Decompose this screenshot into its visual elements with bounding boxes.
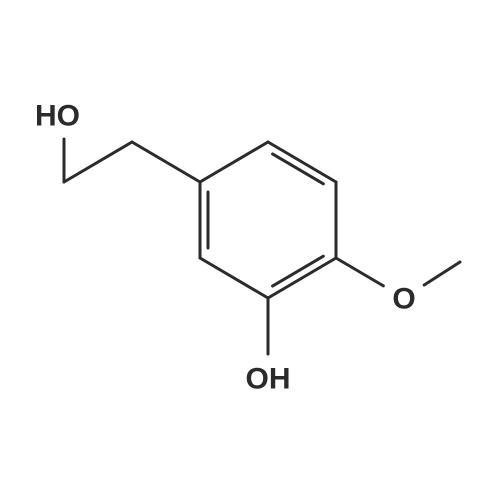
atom-label: O — [392, 283, 415, 316]
bond-line — [64, 142, 132, 182]
bond-line — [132, 142, 200, 182]
bond-line — [336, 258, 383, 286]
bond-line — [268, 142, 336, 182]
bond-line — [200, 258, 268, 298]
atom-label: OH — [246, 363, 291, 396]
bond-line — [424, 262, 460, 285]
molecule-diagram: HO OH O — [0, 0, 500, 500]
atom-label: HO — [35, 100, 80, 133]
bond-line — [268, 258, 336, 298]
bond-line — [200, 142, 268, 182]
